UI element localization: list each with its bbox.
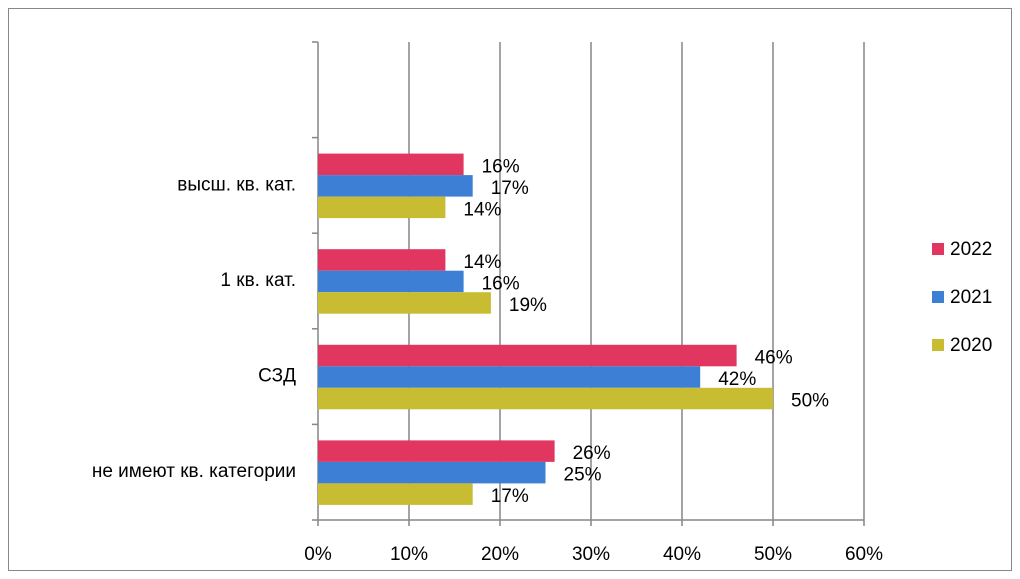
bar	[318, 366, 701, 388]
data-label: 46%	[755, 348, 793, 369]
legend-swatch	[932, 339, 944, 351]
data-label: 14%	[463, 199, 501, 220]
x-tick-label: 60%	[845, 544, 883, 565]
x-tick-label: 40%	[663, 544, 701, 565]
bar	[318, 249, 446, 271]
x-tick-label: 10%	[390, 544, 428, 565]
bar	[318, 461, 546, 484]
data-label: 16%	[482, 156, 520, 177]
bar	[318, 175, 473, 197]
y-tick-label: не имеют кв. категории	[92, 461, 296, 482]
bar	[318, 270, 464, 293]
x-tick-label: 30%	[572, 544, 610, 565]
bar	[318, 387, 773, 410]
legend-label: 2020	[950, 335, 992, 356]
x-tick-label: 0%	[304, 544, 332, 565]
bar	[318, 344, 737, 367]
bar	[318, 153, 464, 176]
x-tick-label: 20%	[481, 544, 519, 565]
legend-swatch	[932, 291, 944, 303]
data-label: 17%	[491, 178, 529, 199]
data-label: 25%	[564, 465, 602, 486]
bar	[318, 483, 473, 505]
bar	[318, 440, 555, 462]
data-label: 14%	[463, 252, 501, 273]
bar	[318, 292, 491, 314]
data-label: 50%	[791, 391, 829, 412]
data-label: 19%	[509, 295, 547, 316]
y-tick-label: СЗД	[258, 366, 296, 387]
y-tick-label: высш. кв. кат.	[177, 174, 296, 195]
x-tick-label: 50%	[754, 544, 792, 565]
legend-label: 2021	[950, 287, 992, 308]
data-label: 17%	[491, 486, 529, 507]
legend-swatch	[932, 243, 944, 255]
data-label: 16%	[482, 273, 520, 294]
data-label: 26%	[573, 443, 611, 464]
legend-label: 2022	[950, 239, 992, 260]
data-label: 42%	[718, 369, 756, 390]
bar	[318, 196, 446, 219]
y-tick-label: 1 кв. кат.	[220, 270, 296, 291]
